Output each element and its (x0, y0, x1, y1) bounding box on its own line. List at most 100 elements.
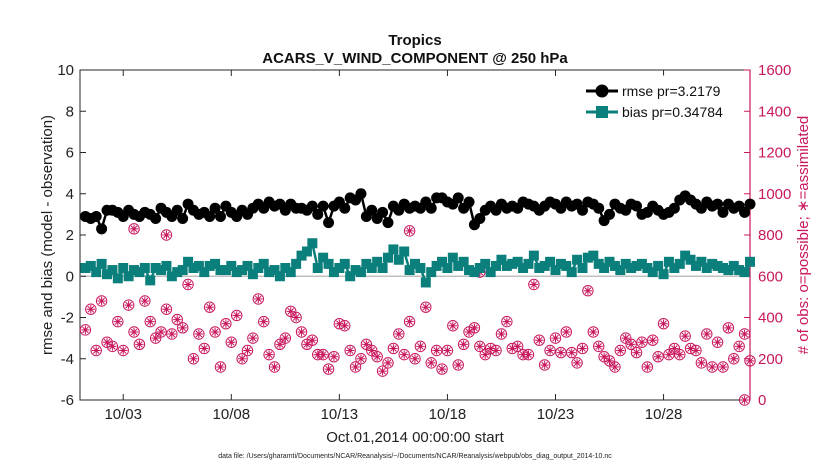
bias-marker (210, 258, 221, 269)
bias-marker (572, 254, 583, 265)
x-tick-label: 10/13 (321, 406, 359, 423)
obs-assimilated-marker (102, 338, 112, 347)
rmse-marker (717, 206, 729, 218)
obs-assimilated-marker (653, 352, 663, 361)
y-tick-label: 2 (66, 227, 74, 244)
obs-assimilated-marker (734, 342, 744, 351)
bias-marker (410, 258, 420, 269)
bias-marker (512, 256, 523, 267)
bias-marker (172, 267, 183, 278)
bias-marker (545, 256, 556, 267)
obs-possible-marker (128, 223, 140, 235)
rmse-marker (425, 202, 437, 214)
bias-marker (518, 263, 529, 273)
obs-possible-marker (533, 334, 545, 346)
bias-marker (458, 256, 469, 267)
bias-marker (134, 267, 145, 278)
obs-assimilated-marker (162, 305, 171, 314)
bias-marker (647, 267, 658, 278)
obs-assimilated-marker (421, 302, 431, 312)
legend-rmse-marker (595, 84, 609, 98)
obs-possible-marker (279, 332, 292, 344)
obs-possible-marker (522, 348, 535, 361)
bias-marker (323, 258, 334, 269)
obs-possible-marker (728, 353, 740, 365)
obs-possible-marker (263, 348, 275, 361)
obs-assimilated-marker (443, 346, 452, 355)
obs-possible-marker (630, 346, 643, 359)
obs-possible-marker (128, 326, 140, 338)
obs-possible-marker (690, 344, 702, 357)
obs-assimilated-marker (156, 327, 166, 337)
y-tick-label: 8 (66, 103, 74, 120)
bias-marker (599, 263, 610, 273)
bias-marker (393, 254, 404, 265)
obs-assimilated-marker (275, 340, 285, 349)
obs-possible-marker (641, 361, 654, 373)
y-right-tick-label: 600 (758, 268, 783, 285)
obs-possible-marker (230, 309, 243, 322)
obs-possible-marker (565, 346, 578, 359)
bias-marker (258, 258, 269, 269)
obs-assimilated-marker (194, 329, 204, 339)
bias-marker (377, 263, 388, 273)
obs-possible-marker (560, 326, 572, 338)
obs-assimilated-marker (670, 344, 679, 353)
obs-assimilated-marker (140, 296, 150, 306)
obs-assimilated-marker (475, 342, 485, 351)
bias-marker (680, 250, 691, 261)
obs-possible-marker (160, 229, 173, 241)
obs-possible-marker (414, 340, 427, 353)
bias-marker (350, 265, 361, 276)
obs-possible-marker (90, 344, 102, 357)
obs-possible-marker (501, 315, 513, 328)
obs-possible-marker (155, 326, 167, 338)
x-axis-ticks: 10/03 10/08 10/13 10/18 10/23 10/28 (104, 70, 682, 423)
obs-assimilated-marker (524, 350, 533, 359)
bias-marker (642, 263, 653, 273)
bias-marker (712, 260, 723, 271)
obs-assimilated-marker (470, 323, 479, 333)
obs-possible-marker (701, 328, 713, 340)
obs-assimilated-marker (589, 327, 598, 337)
obs-assimilated-marker (232, 311, 241, 320)
obs-assimilated-marker (707, 362, 717, 372)
obs-possible-marker (198, 342, 210, 355)
obs-possible-marker (344, 344, 356, 357)
obs-assimilated-marker (599, 352, 609, 361)
bias-marker (485, 267, 496, 278)
obs-possible-marker (571, 357, 583, 369)
bias-marker (501, 260, 512, 271)
bias-marker (150, 263, 161, 273)
bias-marker (345, 271, 356, 282)
obs-assimilated-marker (86, 305, 96, 314)
obs-possible-marker (139, 295, 151, 307)
obs-assimilated-marker (459, 340, 468, 349)
bias-marker (372, 256, 383, 267)
bias-marker (161, 260, 172, 271)
bias-marker (123, 271, 134, 282)
obs-possible-marker (214, 361, 227, 373)
bias-marker (291, 258, 302, 269)
obs-assimilated-marker (356, 354, 366, 363)
bias-marker (296, 250, 307, 261)
bias-marker (204, 260, 215, 271)
obs-assimilated-marker (637, 338, 647, 347)
obs-assimilated-marker (664, 350, 674, 359)
bias-marker (426, 267, 437, 278)
rmse-marker (631, 200, 643, 212)
y-tick-label: 0 (66, 268, 74, 285)
obs-assimilated-marker (367, 346, 376, 355)
bias-marker (631, 260, 642, 271)
obs-assimilated-marker (135, 340, 144, 349)
obs-assimilated-marker (216, 362, 225, 372)
obs-assimilated-marker (448, 321, 458, 330)
bias-marker (183, 256, 194, 267)
obs-possible-marker (625, 338, 637, 351)
bias-marker (636, 258, 647, 269)
bias-marker (404, 265, 415, 276)
obs-assimilated-marker (221, 319, 231, 328)
obs-assimilated-marker (286, 307, 295, 316)
obs-assimilated-marker (502, 317, 512, 326)
obs-assimilated-marker (686, 344, 695, 353)
